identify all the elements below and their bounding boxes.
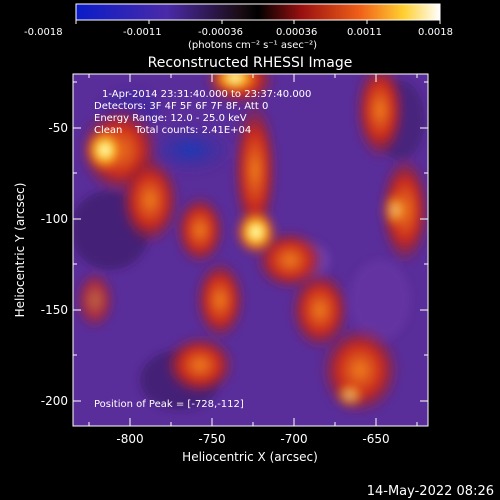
x-tick-label: -700 (280, 432, 307, 446)
peak-position-text: Position of Peak = [-728,-112] (94, 399, 244, 410)
rhessi-image (73, 74, 428, 426)
plot-frame (72, 73, 429, 427)
footer-date: 14-May-2022 08:26 (367, 484, 494, 499)
info-overlay: 1-Apr-2014 23:31:40.000 to 23:37:40.000 … (94, 89, 311, 410)
colorbar-tick-label: 0.0011 (347, 27, 382, 38)
x-tick-label: -750 (198, 432, 225, 446)
energy-range-text: Energy Range: 12.0 - 25.0 keV (94, 113, 247, 124)
colorbar-tick-label: -0.0011 (123, 27, 162, 38)
y-tick-label: -100 (41, 212, 68, 226)
x-tick-label: -650 (362, 432, 389, 446)
axis-ticks (73, 74, 428, 426)
x-axis-title: Heliocentric X (arcsec) (182, 450, 318, 464)
time-range-text: 1-Apr-2014 23:31:40.000 to 23:37:40.000 (102, 89, 311, 100)
x-tick-label: -800 (116, 432, 143, 446)
method-counts-text: Clean Total counts: 2.41E+04 (94, 125, 251, 136)
y-tick-labels: -50 -100 -150 -200 (41, 121, 68, 408)
y-tick-label: -150 (41, 303, 68, 317)
colorbar-tick-label: 0.00036 (276, 27, 317, 38)
colorbar-tick-label: -0.0018 (24, 27, 63, 38)
detectors-text: Detectors: 3F 4F 5F 6F 7F 8F, Att 0 (94, 101, 268, 112)
x-tick-labels: -800 -750 -700 -650 (116, 432, 389, 446)
colorbar-tick-label: -0.00036 (198, 27, 243, 38)
y-axis-title: Heliocentric Y (arcsec) (13, 183, 27, 318)
colorbar-units: (photons cm⁻² s⁻¹ asec⁻²) (188, 40, 317, 51)
y-tick-label: -200 (41, 394, 68, 408)
figure-title: Reconstructed RHESSI Image (148, 55, 353, 71)
colorbar: -0.0018 -0.0011 -0.00036 0.00036 0.0011 … (24, 3, 453, 51)
colorbar-tick-label: 0.0018 (418, 27, 453, 38)
y-tick-label: -50 (48, 121, 68, 135)
